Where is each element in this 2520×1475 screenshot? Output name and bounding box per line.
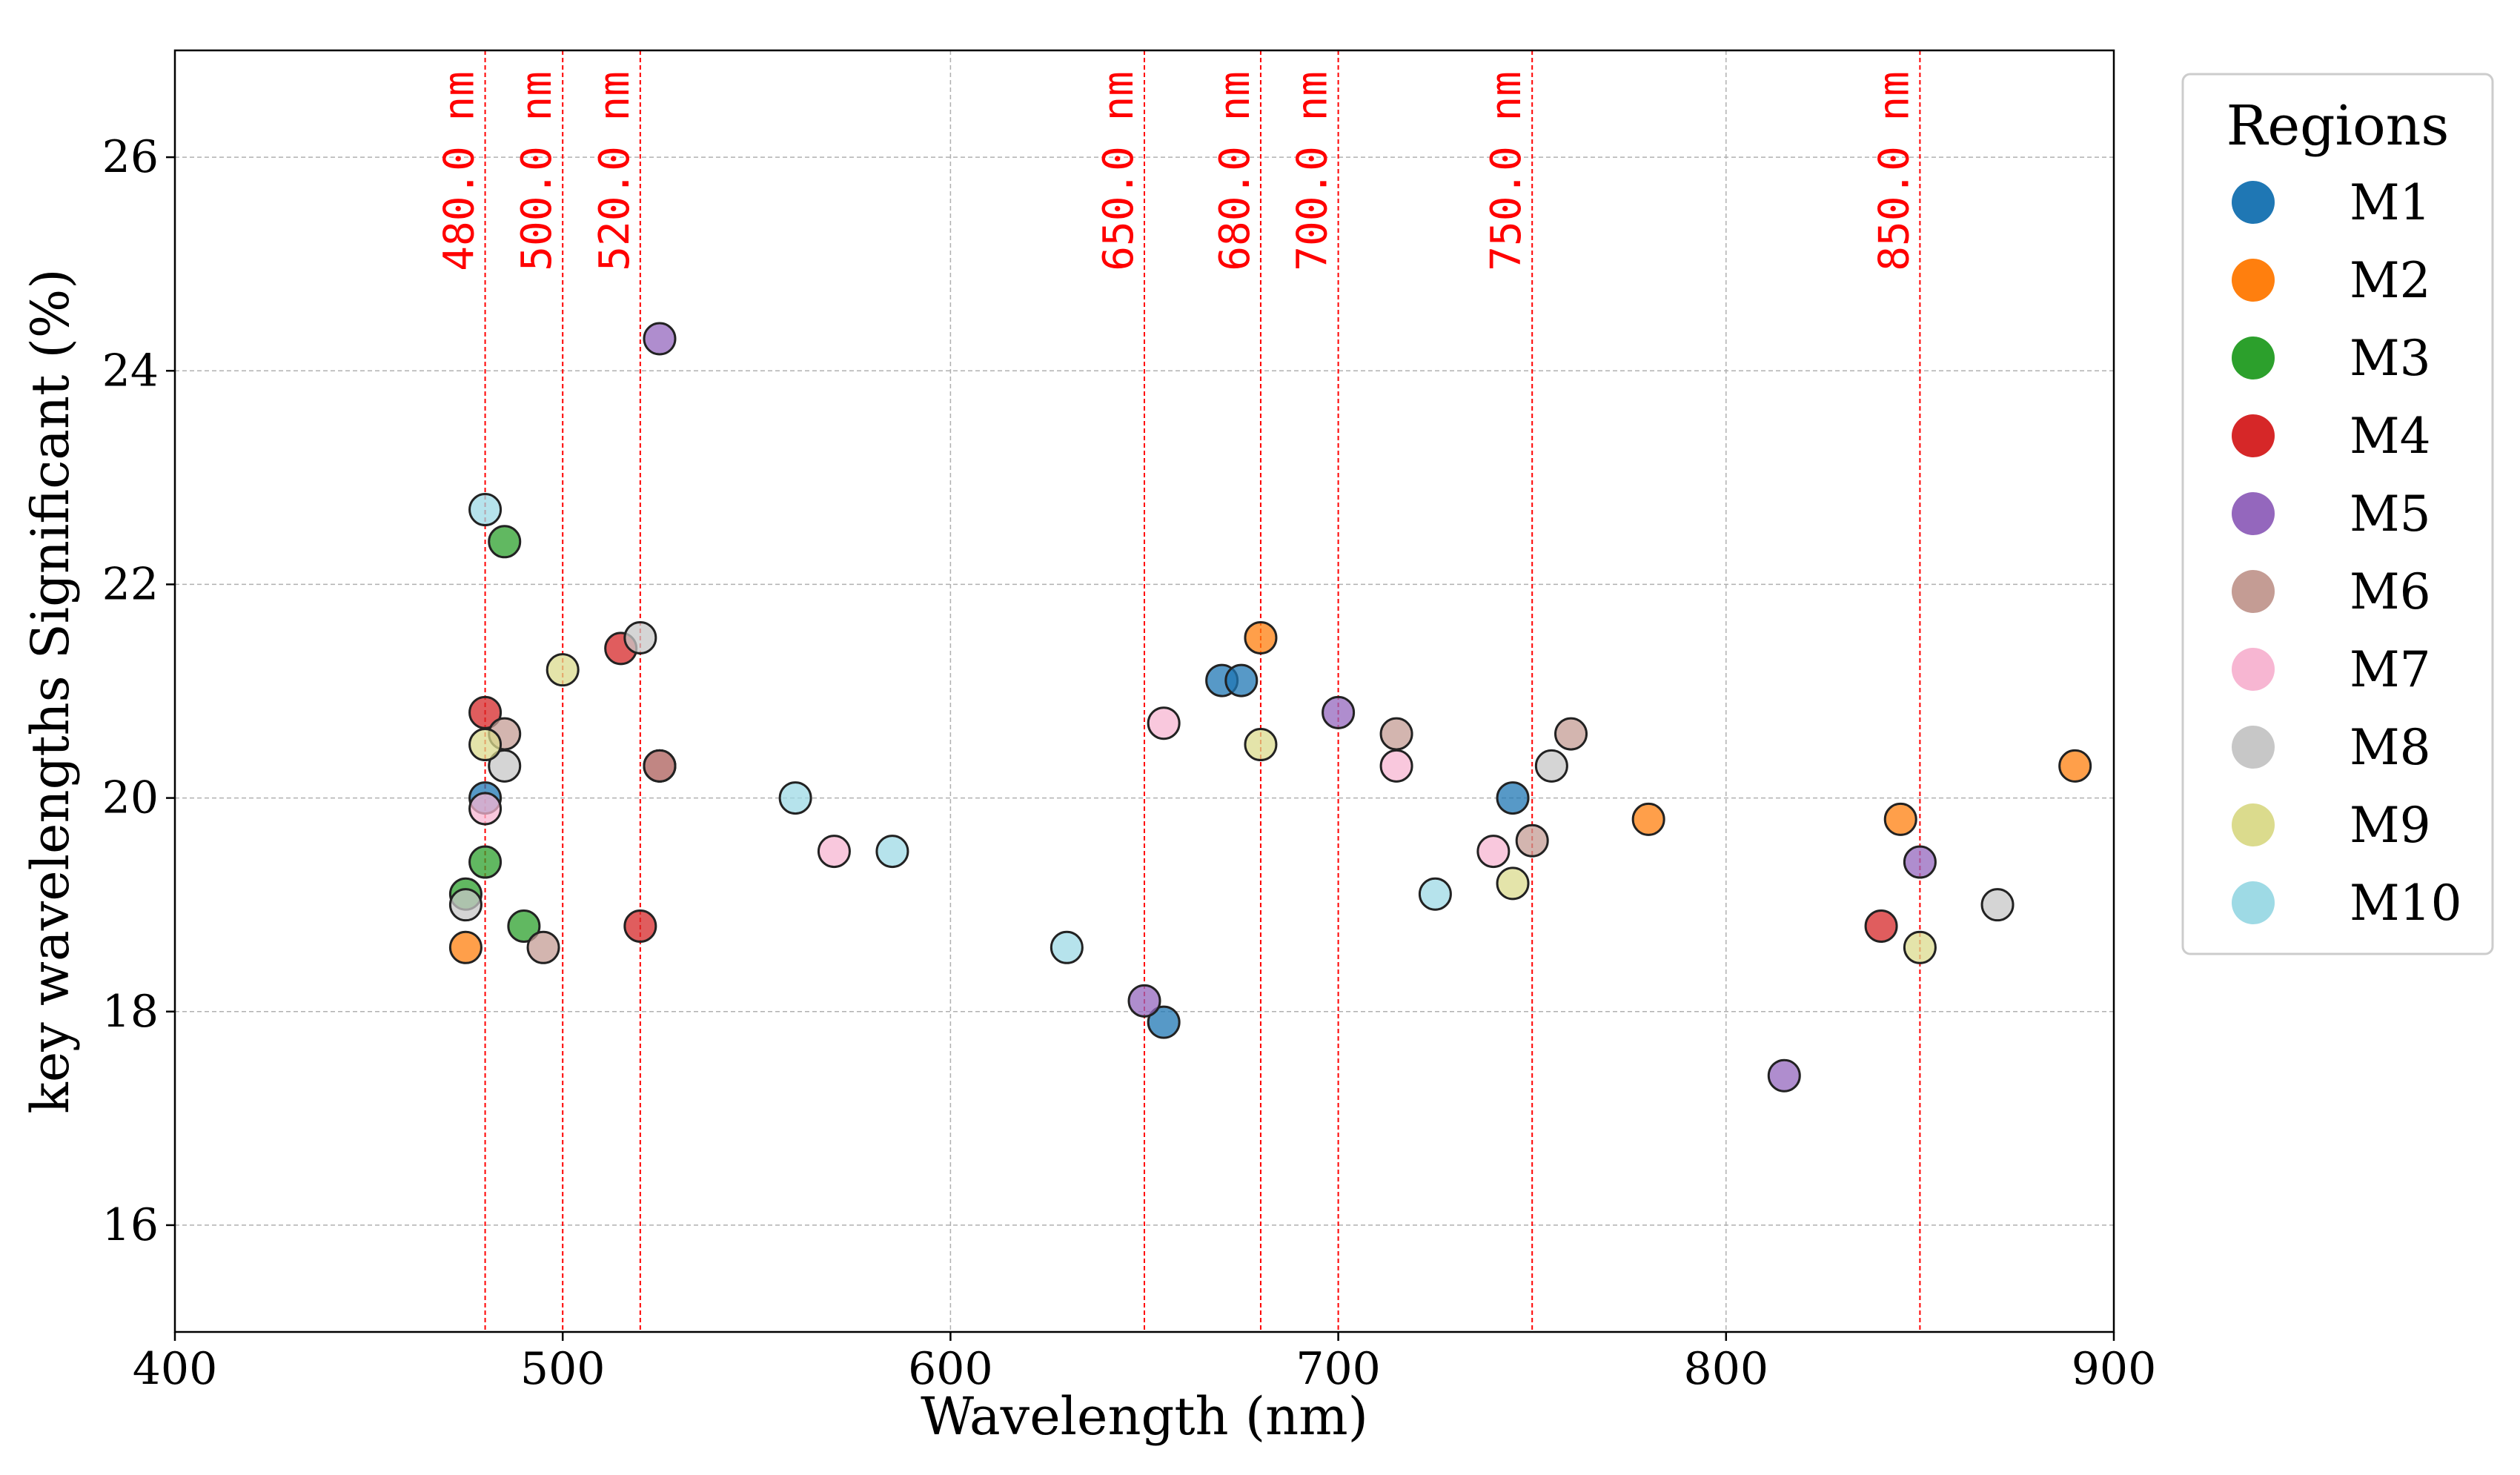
data-point-m9 <box>1903 930 1937 964</box>
reference-line-label: 480.0 nm <box>436 71 484 271</box>
data-point-m2 <box>1631 802 1665 836</box>
reference-line-label: 650.0 nm <box>1095 71 1143 271</box>
legend: Regions M1 M2 M3 M4 M5 M6 M7 M8 M9 M10 <box>2181 73 2494 955</box>
legend-box <box>2181 73 2494 955</box>
data-point-m8 <box>448 888 483 922</box>
data-point-m10 <box>1418 877 1452 911</box>
data-point-m9 <box>1496 866 1530 901</box>
reference-line-label: 500.0 nm <box>513 71 561 271</box>
reference-line-label: 680.0 nm <box>1211 71 1259 271</box>
y-tick-label: 26 <box>102 131 159 183</box>
legend-marker-m8 <box>2232 726 2275 769</box>
legend-label-m7: M7 <box>2350 641 2431 698</box>
data-point-m6 <box>1515 823 1549 858</box>
data-point-m3 <box>507 909 541 943</box>
legend-marker-m9 <box>2232 803 2275 846</box>
x-axis-label: Wavelength (nm) <box>921 1386 1368 1447</box>
data-point-m8 <box>488 749 522 783</box>
plot-frame <box>173 49 2115 1333</box>
x-tick-label: 700 <box>1296 1343 1381 1395</box>
y-tick-label: 24 <box>102 345 159 397</box>
reference-lines: 480.0 nm 500.0 nm 520.0 nm 650.0 nm 680.0 nm… <box>436 50 1921 1332</box>
legend-label-m6: M6 <box>2350 563 2431 620</box>
data-point-m9 <box>468 728 503 762</box>
legend-label-m2: M2 <box>2350 252 2431 309</box>
data-point-m8 <box>1534 749 1568 783</box>
data-point-m2 <box>1883 802 1917 836</box>
data-point-m5 <box>1322 695 1356 729</box>
reference-line-label: 850.0 nm <box>1870 71 1918 271</box>
data-point-m6 <box>643 749 677 783</box>
data-point-m9 <box>546 653 580 687</box>
y-tick-label: 18 <box>102 986 159 1038</box>
data-point-m6 <box>526 930 560 964</box>
data-point-m10 <box>468 493 503 527</box>
legend-marker-m2 <box>2232 259 2275 302</box>
legend-marker-m7 <box>2232 648 2275 691</box>
legend-marker-m4 <box>2232 414 2275 457</box>
data-point-m5 <box>1903 845 1937 879</box>
data-point-m5 <box>643 322 677 356</box>
legend-label-m9: M9 <box>2350 797 2431 854</box>
data-point-m5 <box>1767 1058 1801 1093</box>
x-tick-label: 500 <box>520 1343 606 1395</box>
legend-marker-m1 <box>2232 181 2275 224</box>
legend-marker-m10 <box>2232 881 2275 924</box>
data-point-m10 <box>778 781 812 815</box>
data-point-m3 <box>488 525 522 559</box>
data-points <box>448 322 2092 1093</box>
data-point-m4 <box>1864 909 1898 943</box>
data-point-m6 <box>1554 717 1588 751</box>
data-point-m10 <box>1050 930 1084 964</box>
data-point-m2 <box>2058 749 2092 783</box>
data-point-m9 <box>1244 728 1278 762</box>
x-tick-label: 900 <box>2072 1343 2157 1395</box>
reference-line-label: 750.0 nm <box>1482 71 1531 271</box>
reference-line-label: 700.0 nm <box>1289 71 1337 271</box>
data-point-m5 <box>1127 984 1161 1018</box>
data-point-m10 <box>875 835 909 869</box>
x-tick-label: 400 <box>133 1343 218 1395</box>
y-tick-label: 16 <box>102 1199 159 1251</box>
data-point-m8 <box>623 620 657 654</box>
x-tick-label: 800 <box>1684 1343 1769 1395</box>
data-point-m2 <box>1244 620 1278 654</box>
data-point-m3 <box>468 845 503 879</box>
legend-label-m4: M4 <box>2350 408 2431 465</box>
legend-marker-m5 <box>2232 492 2275 535</box>
legend-title: Regions <box>2226 94 2450 158</box>
data-point-m7 <box>1379 749 1413 783</box>
legend-label-m3: M3 <box>2350 330 2431 387</box>
x-tick-label: 600 <box>908 1343 993 1395</box>
data-point-m4 <box>623 909 657 943</box>
data-point-m1 <box>1224 663 1259 697</box>
data-point-m7 <box>1147 706 1181 740</box>
legend-label-m8: M8 <box>2350 719 2431 776</box>
data-point-m6 <box>1379 717 1413 751</box>
data-point-m8 <box>1980 888 2015 922</box>
legend-marker-m6 <box>2232 570 2275 613</box>
data-point-m7 <box>1476 835 1511 869</box>
legend-items: M1 M2 M3 M4 M5 M6 M7 M8 M9 M10 <box>2232 174 2462 932</box>
data-point-m1 <box>1496 781 1530 815</box>
data-point-m1 <box>1147 1005 1181 1039</box>
legend-label-m5: M5 <box>2350 485 2431 543</box>
legend-label-m1: M1 <box>2350 174 2431 231</box>
data-point-m7 <box>468 792 503 826</box>
legend-marker-m3 <box>2232 337 2275 379</box>
y-tick-label: 22 <box>102 558 159 610</box>
y-tick-label: 20 <box>102 772 159 824</box>
reference-line-label: 520.0 nm <box>591 71 639 271</box>
y-axis-label: key wavelengths Significant (%) <box>20 268 81 1113</box>
legend-label-m10: M10 <box>2350 875 2462 932</box>
axis-ticks: 400 500 600 700 800 900 16 18 20 22 24 26 <box>102 131 2157 1395</box>
data-point-m7 <box>817 835 851 869</box>
data-point-m2 <box>448 930 483 964</box>
